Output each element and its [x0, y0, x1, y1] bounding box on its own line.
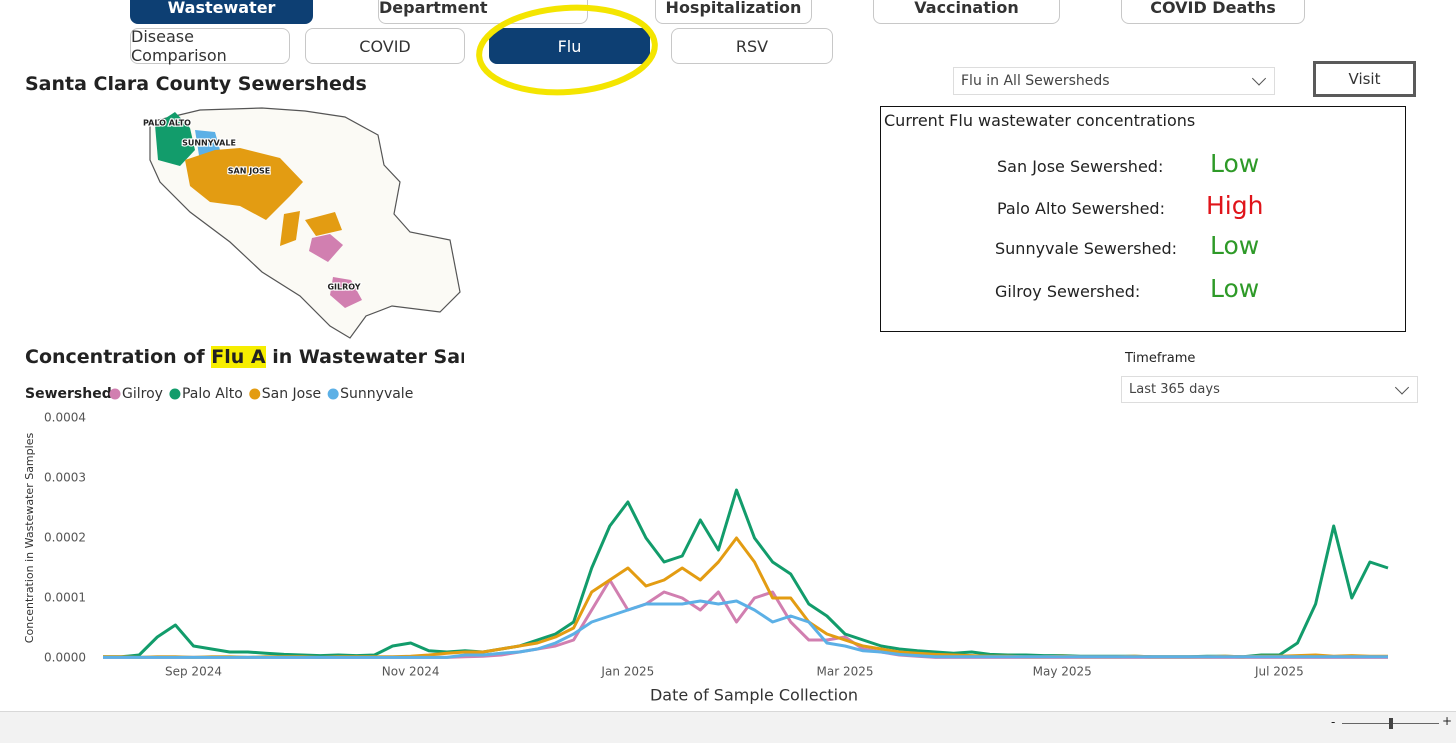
timeframe-dropdown[interactable]: Last 365 days — [1121, 376, 1418, 403]
legend-marker — [109, 388, 121, 400]
title-highlight: Flu A — [211, 346, 266, 368]
legend-title: Sewershed — [25, 386, 112, 402]
series-line — [103, 578, 1388, 659]
title-text: in Wastewater Sample — [272, 346, 464, 368]
level-indicator: Low — [1210, 231, 1260, 260]
nav-tab[interactable]: COVID Deaths — [1121, 0, 1305, 24]
timeframe-label: Timeframe — [1125, 351, 1196, 366]
visit-button[interactable]: Visit — [1313, 61, 1416, 97]
legend-marker — [249, 388, 261, 400]
map-label: SUNNYVALE — [182, 139, 236, 148]
series-line — [103, 488, 1389, 659]
x-tick-label: Jan 2025 — [600, 665, 654, 679]
nav-tab[interactable]: Emergency Department — [378, 0, 588, 24]
morgan-hill-area — [309, 234, 343, 262]
status-bar: - + — [0, 711, 1456, 743]
sewershed-dropdown[interactable]: Flu in All Sewersheds — [953, 67, 1275, 95]
palo-alto-area — [155, 112, 195, 166]
status-title: Current Flu wastewater concentrations — [884, 111, 1196, 130]
x-tick-label: Sep 2024 — [165, 665, 222, 679]
sunnyvale-area — [195, 130, 220, 162]
map-title: Santa Clara County Sewersheds — [25, 73, 367, 95]
legend-label: San Jose — [262, 386, 321, 402]
y-tick-label: 0.0004 — [44, 411, 86, 425]
status-box: Current Flu wastewater concentrations Sa… — [880, 106, 1406, 332]
nav-tab[interactable]: Wastewater — [130, 0, 313, 24]
level-indicator: Low — [1210, 274, 1260, 303]
legend-label: Palo Alto — [182, 386, 243, 402]
zoom-thumb[interactable] — [1389, 718, 1393, 729]
legend-label: Sunnyvale — [340, 386, 413, 402]
map-label: SAN JOSE — [228, 167, 270, 176]
series-line — [103, 599, 1388, 659]
x-axis-label: Date of Sample Collection — [650, 686, 858, 705]
disease-tab[interactable]: Disease Comparison — [130, 27, 290, 65]
highlight-layer — [476, 4, 658, 96]
nav-tab[interactable]: Hospitalization — [655, 0, 812, 24]
gilroy-area — [330, 277, 362, 308]
zoom-in[interactable]: + — [1442, 714, 1453, 728]
nav-tab[interactable]: Vaccination — [873, 0, 1060, 24]
legend-marker — [327, 388, 339, 400]
zoom-out[interactable]: - — [1331, 715, 1336, 729]
y-tick-label: 0.0003 — [44, 471, 86, 485]
sewershed-name: Gilroy Sewershed: — [995, 282, 1141, 301]
title-text: Concentration of — [25, 346, 205, 368]
line-chart: 0.0000 0.0001 0.0002 0.0003 0.0004 Sep 2024 No… — [23, 386, 1389, 705]
disease-tab[interactable]: Flu — [489, 28, 650, 64]
dropdown-text: Flu in All Sewersheds — [961, 73, 1110, 89]
level-indicator: High — [1206, 191, 1264, 220]
legend-label: Gilroy — [122, 386, 163, 402]
y-tick-label: 0.0001 — [44, 591, 86, 605]
map: PALO ALTO SUNNYVALE SAN JOSE GILROY — [142, 107, 461, 339]
disease-tab[interactable]: COVID — [305, 28, 465, 64]
x-tick-label: May 2025 — [1033, 665, 1092, 679]
map-label: PALO ALTO — [143, 119, 191, 128]
y-tick-label: 0.0000 — [44, 651, 86, 665]
chart-title: Concentration of Flu A in Wastewater Sam… — [25, 346, 464, 368]
y-axis-label: Concentration in Wastewater Samples — [23, 433, 36, 644]
x-tick-label: Mar 2025 — [817, 665, 874, 679]
legend-marker — [169, 388, 181, 400]
level-indicator: Low — [1210, 149, 1260, 178]
series-line — [103, 536, 1388, 659]
x-tick-label: Nov 2024 — [382, 665, 440, 679]
x-tick-label: Jul 2025 — [1254, 665, 1304, 679]
scribble-highlight — [476, 4, 658, 96]
san-jose-area — [280, 211, 300, 246]
disease-tab[interactable]: RSV — [671, 28, 833, 64]
y-tick-label: 0.0002 — [44, 531, 86, 545]
dropdown-text: Last 365 days — [1129, 382, 1220, 397]
sewershed-name: San Jose Sewershed: — [997, 157, 1164, 176]
sewershed-name: Palo Alto Sewershed: — [997, 199, 1165, 218]
san-jose-area — [185, 148, 303, 220]
sewershed-name: Sunnyvale Sewershed: — [995, 239, 1178, 258]
map-label: GILROY — [327, 283, 360, 292]
san-jose-area — [305, 212, 342, 236]
